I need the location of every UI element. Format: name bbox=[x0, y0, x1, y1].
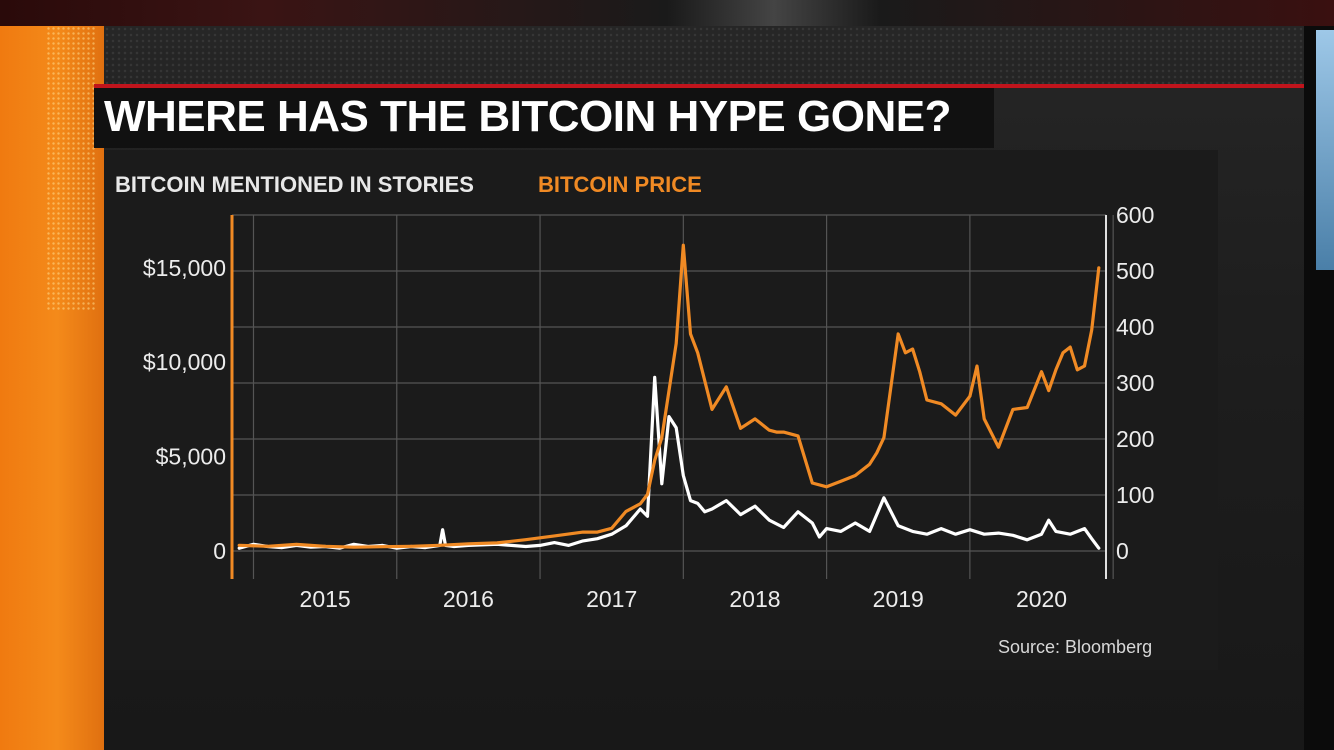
background-dot-pattern bbox=[104, 26, 1304, 86]
x-tick-label-2017: 2017 bbox=[586, 586, 637, 612]
title-bar bbox=[94, 88, 994, 148]
legend-price: BITCOIN PRICE bbox=[538, 172, 702, 197]
left-tick-label-1: $5,000 bbox=[156, 444, 226, 470]
right-tick-label-5: 500 bbox=[1116, 258, 1154, 284]
x-tick-label-2020: 2020 bbox=[1016, 586, 1067, 612]
price-series-line bbox=[237, 243, 1101, 549]
right-tick-label-2: 200 bbox=[1116, 426, 1154, 452]
source-note: Source: Bloomberg bbox=[998, 637, 1153, 657]
x-tick-label-2016: 2016 bbox=[443, 586, 494, 612]
right-tick-label-1: 100 bbox=[1116, 482, 1154, 508]
series-layer bbox=[237, 243, 1101, 550]
left-tick-label-2: $10,000 bbox=[143, 349, 226, 375]
chart-panel bbox=[104, 150, 1218, 670]
right-edge-blue-strip bbox=[1316, 30, 1334, 270]
right-tick-label-0: 0 bbox=[1116, 538, 1129, 564]
x-tick-label-2019: 2019 bbox=[873, 586, 924, 612]
legend-stories: BITCOIN MENTIONED IN STORIES bbox=[115, 172, 474, 197]
grid-layer bbox=[232, 214, 1114, 579]
left-tick-label-0: 0 bbox=[213, 538, 226, 564]
orange-dot-pattern bbox=[46, 26, 96, 311]
right-tick-label-3: 300 bbox=[1116, 370, 1154, 396]
title-red-rule bbox=[94, 84, 1304, 88]
right-tick-label-4: 400 bbox=[1116, 314, 1154, 340]
x-tick-label-2015: 2015 bbox=[300, 586, 351, 612]
x-tick-label-2018: 2018 bbox=[729, 586, 780, 612]
left-tick-label-3: $15,000 bbox=[143, 255, 226, 281]
top-strip bbox=[0, 0, 1334, 26]
headline: WHERE HAS THE BITCOIN HYPE GONE? bbox=[104, 92, 951, 141]
right-tick-label-6: 600 bbox=[1116, 202, 1154, 228]
axis-layer: 0 $5,000 $10,000 $15,000 0 100 200 300 400 500 600… bbox=[143, 202, 1155, 612]
